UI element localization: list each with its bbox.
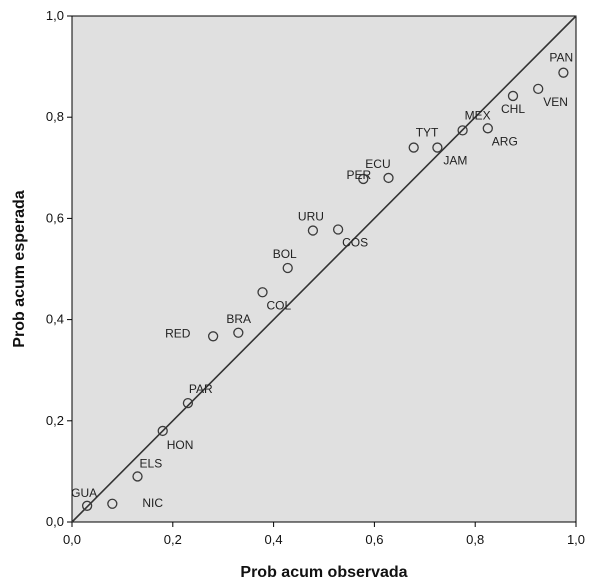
y-tick-label: 0,6	[46, 210, 64, 225]
point-label-ecu: ECU	[365, 157, 390, 171]
point-label-col: COL	[267, 298, 292, 312]
data-point-red	[207, 331, 219, 342]
data-point-hon	[157, 425, 168, 437]
x-tick-label: 0,2	[164, 532, 182, 547]
point-label-bra: BRA	[226, 312, 251, 326]
data-point-nic	[107, 498, 118, 509]
data-point-ecu	[358, 173, 369, 185]
reference-diagonal-line	[71, 15, 577, 523]
data-point-arg	[482, 123, 493, 134]
data-point-chl	[507, 90, 519, 102]
point-label-bol: BOL	[273, 247, 297, 261]
y-axis: 0,0 0,2 0,4 0,6 0,8 1,0	[46, 8, 72, 529]
point-label-els: ELS	[140, 456, 163, 470]
x-axis: 0,0 0,2 0,4 0,6 0,8 1,0	[63, 522, 585, 547]
data-point-bol	[282, 262, 293, 274]
y-tick-label: 0,0	[46, 514, 64, 529]
data-point-mex	[457, 125, 468, 136]
point-label-ven: VEN	[543, 95, 568, 109]
data-point-uru	[307, 225, 319, 236]
data-point-tyt	[408, 142, 419, 153]
x-tick-label: 0,4	[265, 532, 283, 547]
y-axis-title: Prob acum esperada	[11, 190, 28, 348]
data-point-par	[182, 397, 194, 409]
x-tick-label: 0,0	[63, 532, 81, 547]
point-label-uru: URU	[298, 210, 324, 224]
x-tick-label: 1,0	[567, 532, 585, 547]
data-point-els	[132, 471, 143, 482]
point-label-gua: GUA	[71, 486, 97, 500]
point-label-red: RED	[165, 326, 191, 340]
point-label-hon: HON	[167, 438, 194, 452]
y-tick-label: 0,2	[46, 413, 64, 428]
point-label-par: PAR	[189, 382, 213, 396]
data-point-cos	[332, 224, 344, 235]
x-tick-label: 0,8	[466, 532, 484, 547]
y-tick-label: 1,0	[46, 8, 64, 23]
point-label-jam: JAM	[443, 154, 467, 168]
data-point-per	[383, 172, 394, 184]
point-label-pan: PAN	[549, 51, 573, 65]
y-tick-label: 0,4	[46, 312, 64, 327]
point-label-per: PER	[347, 168, 372, 182]
data-point-pan	[558, 67, 569, 78]
point-label-mex: MEX	[465, 108, 491, 122]
data-point-col	[257, 287, 268, 298]
point-label-cos: COS	[342, 236, 368, 250]
data-point-bra	[233, 327, 244, 338]
point-label-nic: NIC	[142, 496, 163, 510]
data-points	[81, 67, 569, 511]
point-label-tyt: TYT	[416, 126, 439, 140]
point-label-arg: ARG	[492, 134, 518, 148]
data-point-ven	[533, 83, 544, 95]
x-tick-label: 0,6	[365, 532, 383, 547]
y-tick-label: 0,8	[46, 109, 64, 124]
data-point-gua	[81, 500, 93, 511]
data-point-jam	[432, 142, 443, 153]
point-label-chl: CHL	[501, 102, 525, 116]
x-axis-title: Prob acum observada	[240, 564, 407, 581]
